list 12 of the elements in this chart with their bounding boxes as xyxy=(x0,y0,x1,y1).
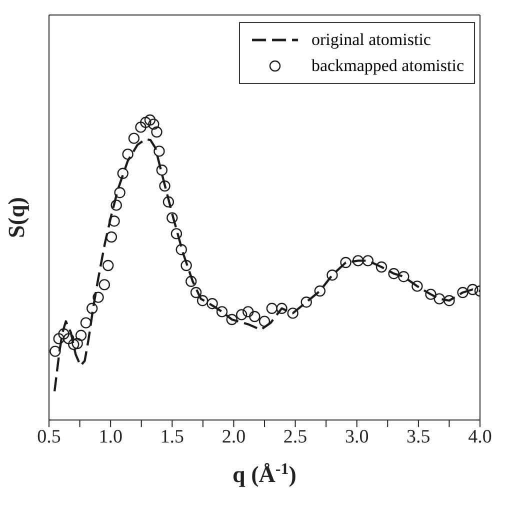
legend-label: backmapped atomistic xyxy=(312,56,464,76)
x-axis-title: q (Å$^{-1}$) xyxy=(232,460,296,487)
x-tick-label: 2.5 xyxy=(283,426,308,448)
x-tick-label: 2.0 xyxy=(222,426,246,448)
x-tick-label: 1.5 xyxy=(160,426,184,448)
y-axis-title: S(q) xyxy=(4,197,29,238)
x-tick-label: 1.0 xyxy=(98,426,122,448)
legend-label: original atomistic xyxy=(312,30,431,50)
x-tick-label: 3.5 xyxy=(406,426,430,448)
x-tick-label: 3.0 xyxy=(344,426,369,448)
x-tick-label: 0.5 xyxy=(37,426,61,448)
x-tick-label: 4.0 xyxy=(468,426,492,448)
